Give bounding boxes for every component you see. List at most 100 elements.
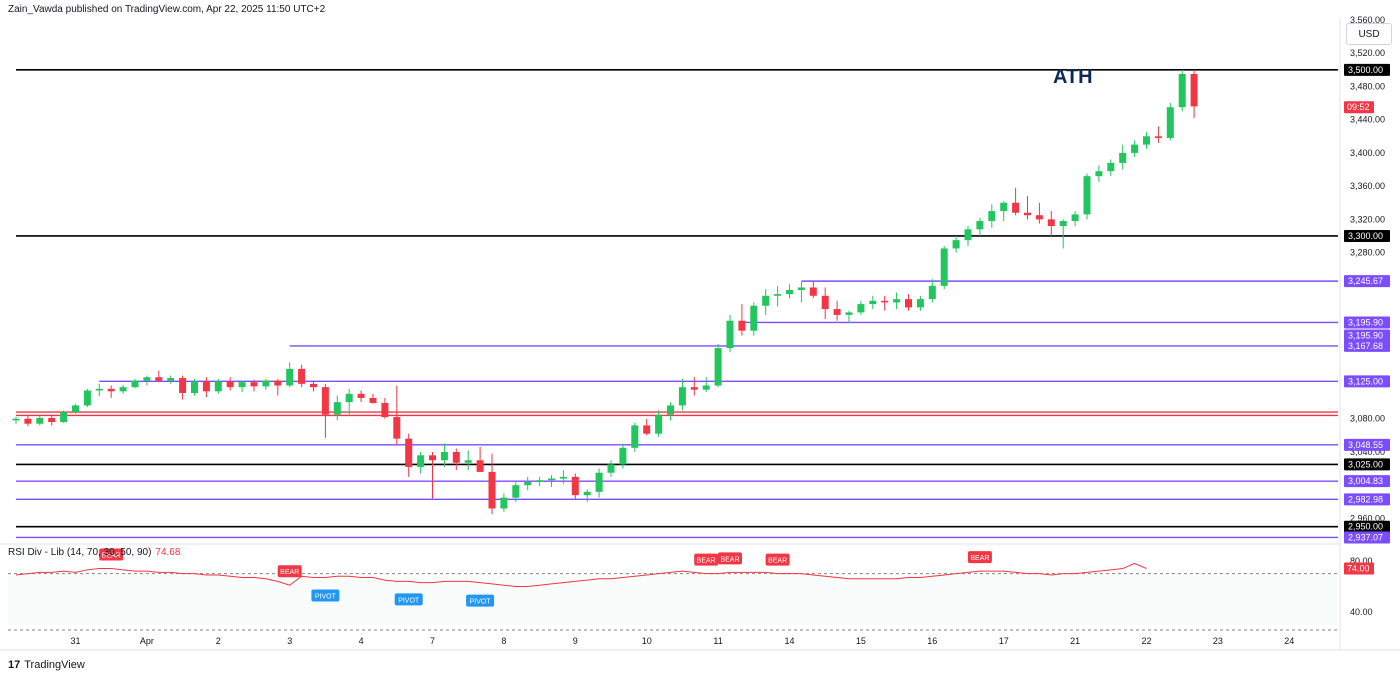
time-tick-label: 9 [573,636,578,646]
candle-body [167,378,175,381]
level-price-tag [1344,520,1390,533]
candle-body [1012,202,1020,213]
candle-body [488,471,496,509]
bear-tag-label: BEAR [697,558,716,565]
candle-body [1000,202,1008,212]
candle-body [857,304,865,313]
candle-body [916,299,924,308]
candle-body [809,287,817,296]
candle-body [131,380,139,388]
candle-body [1119,152,1127,163]
candle-body [1143,136,1150,145]
candle-body [893,299,901,303]
candle-body [1047,219,1055,227]
ath-annotation: ATH [1053,66,1093,88]
price-tick-label: 2,960.00 [1350,513,1385,523]
candle-body [357,393,365,398]
candle-body [1071,214,1079,222]
candle-body [762,295,770,306]
rsi-tick-label: 80.00 [1350,556,1373,566]
candle-body [464,460,472,463]
tradingview-logo[interactable]: 17 TradingView [8,659,85,671]
level-price-label: 3,004.83 [1348,476,1383,486]
candle-body [48,417,56,423]
candle-body [286,368,294,386]
currency-button[interactable]: USD [1346,23,1392,45]
level-price-label: 3,500.00 [1348,65,1383,75]
level-price-tag [1344,375,1390,388]
candle-body [1190,73,1198,107]
candle-body [405,438,413,467]
rsi-line [15,562,1147,587]
candle-body [143,377,151,381]
pivot-tag [311,589,340,602]
level-price-label: 3,025.00 [1348,459,1383,469]
time-tick-label: 22 [1141,636,1151,646]
candle-body [1131,144,1139,153]
candle-body [774,294,782,296]
candle-body [452,451,460,463]
candle-body [512,485,520,498]
candle-body [417,455,425,467]
candle-body [12,418,20,421]
time-tick-label: 15 [856,636,866,646]
pivot-tag-label: PIVOT [315,594,337,601]
level-price-tag [1344,475,1390,488]
candle-body [548,478,555,481]
time-tick-label: 24 [1284,636,1294,646]
candle-body [821,295,829,310]
candle-body [928,285,936,300]
candle-body [333,402,341,415]
price-tick-label: 3,080.00 [1350,414,1385,424]
level-price-tag [1344,493,1390,506]
candle-body [595,472,603,492]
candle-body [797,287,805,290]
rsi-band [8,573,1338,625]
candle-body [714,348,722,386]
time-tick-label: 2 [216,636,221,646]
candle-body [262,380,270,387]
rsi-value-label: 74.00 [1347,564,1370,574]
candle-body [440,451,448,461]
countdown-label: 09:52 [1347,102,1370,112]
candle-body [345,393,353,403]
candle-body [119,387,127,392]
level-price-label: 3,048.55 [1348,440,1383,450]
bear-tag [967,551,992,564]
bear-tag-label: BEAR [720,556,739,563]
candle-body [310,383,317,388]
candle-body [1095,171,1103,177]
candle-body [1083,176,1091,215]
candle-body [191,381,198,393]
candle-body [1035,215,1043,220]
candle-body [524,481,532,486]
level-price-label: 2,982.98 [1348,494,1383,504]
candle-body [631,425,639,448]
price-tick-label: 3,040.00 [1350,447,1385,457]
level-price-label: 3,167.68 [1348,341,1383,351]
level-price-tag [1344,275,1390,288]
candle-body [24,418,32,424]
candle-body [36,417,44,424]
level-price-label: 2,950.00 [1348,522,1383,532]
candle-body [702,385,710,390]
candle-body [1059,221,1067,227]
pivot-tag-label: PIVOT [398,597,420,604]
candle-body [559,476,567,479]
candle-body [321,387,329,415]
candle-body [250,382,258,387]
candle-body [1024,212,1031,216]
rsi-label: RSI Div - Lib (14, 70, 30, 50, 90) [8,547,152,558]
candle-body [60,412,68,423]
candle-body [655,414,663,434]
candle-body [155,377,163,381]
candle-body [476,460,484,472]
time-tick-label: 31 [70,636,80,646]
level-price-tag [1344,329,1390,342]
candle-body [678,387,686,406]
rsi-title: RSI Div - Lib (14, 70, 30, 50, 90) 74.68 [8,547,180,558]
candle-body [571,476,579,496]
candle-body [726,320,734,349]
level-price-tag [1344,339,1390,352]
